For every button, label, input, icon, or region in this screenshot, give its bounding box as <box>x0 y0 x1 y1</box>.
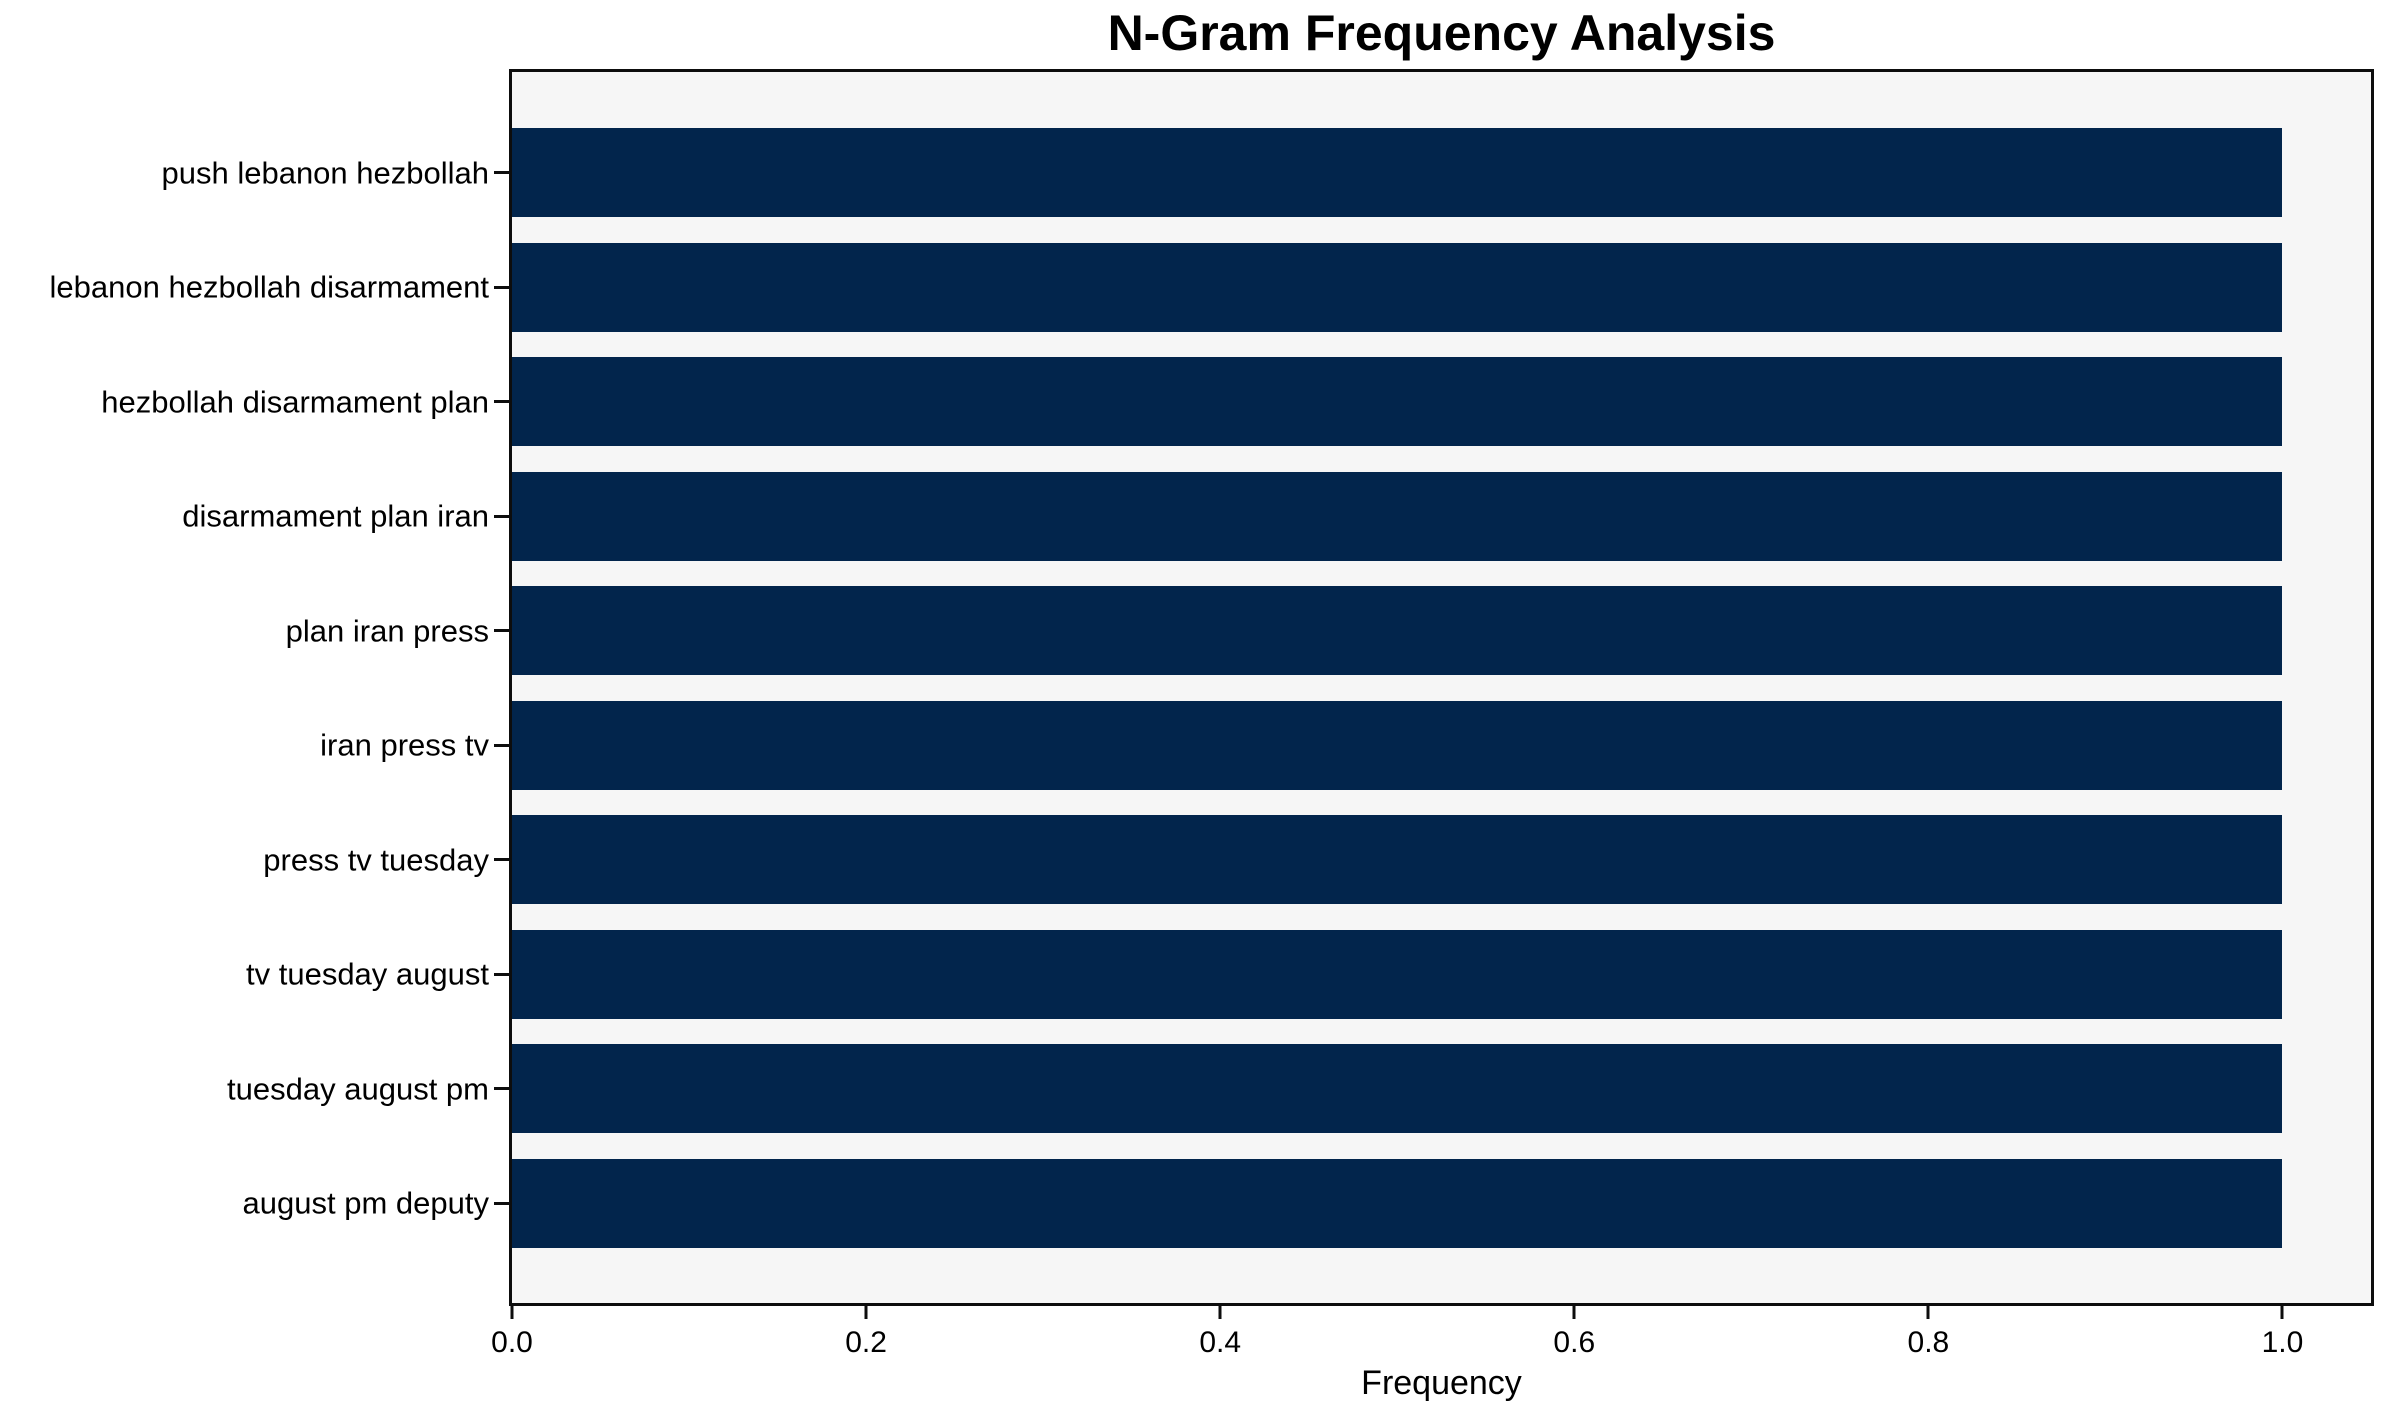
y-tick-label: hezbollah disarmament plan <box>101 384 489 419</box>
y-tick-mark <box>494 972 509 976</box>
y-tick-label: tuesday august pm <box>227 1071 489 1106</box>
chart-title: N-Gram Frequency Analysis <box>1107 5 1776 61</box>
x-tick-label: 0.0 <box>491 1326 533 1359</box>
y-tick-mark <box>494 1201 509 1205</box>
x-tick-mark <box>510 1306 514 1319</box>
x-tick-mark <box>1572 1306 1576 1319</box>
x-tick-mark <box>1218 1306 1222 1319</box>
x-tick-mark <box>2280 1306 2284 1319</box>
y-tick-label: august pm deputy <box>242 1185 489 1221</box>
y-tick-mark <box>494 1087 509 1090</box>
y-tick-label: plan iran press <box>285 613 489 648</box>
y-tick-label: lebanon hezbollah disarmament <box>49 269 489 305</box>
x-tick-label: 0.2 <box>845 1326 887 1359</box>
bar <box>512 929 2283 1019</box>
y-tick-label: disarmament plan iran <box>182 498 489 534</box>
x-tick-label: 0.4 <box>1199 1326 1242 1359</box>
bar <box>512 1044 2283 1133</box>
x-tick-label: 0.6 <box>1553 1326 1596 1359</box>
x-tick-mark <box>1926 1306 1930 1319</box>
y-tick-label: push lebanon hezbollah <box>161 155 490 190</box>
y-tick-mark <box>494 629 509 632</box>
y-tick-label: press tv tuesday <box>263 842 489 877</box>
bar <box>512 357 2283 446</box>
y-tick-mark <box>494 743 509 747</box>
bar <box>512 242 2283 332</box>
y-tick-label: iran press tv <box>320 727 489 763</box>
y-tick-mark <box>494 285 509 289</box>
y-tick-mark <box>494 171 509 174</box>
y-tick-mark <box>494 858 509 861</box>
y-tick-mark <box>494 400 509 403</box>
x-axis-label: Frequency <box>1361 1364 1522 1402</box>
bar <box>512 815 2283 904</box>
y-tick-label: tv tuesday august <box>246 956 489 992</box>
x-tick-label: 0.8 <box>1907 1326 1950 1359</box>
y-tick-mark <box>494 514 509 518</box>
bar <box>512 471 2283 561</box>
bar <box>512 700 2283 790</box>
x-tick-mark <box>864 1306 868 1319</box>
bar <box>512 1158 2283 1248</box>
bar <box>512 128 2283 217</box>
bar <box>512 586 2283 675</box>
plot-area <box>509 69 2374 1306</box>
x-tick-label: 1.0 <box>2261 1326 2304 1359</box>
